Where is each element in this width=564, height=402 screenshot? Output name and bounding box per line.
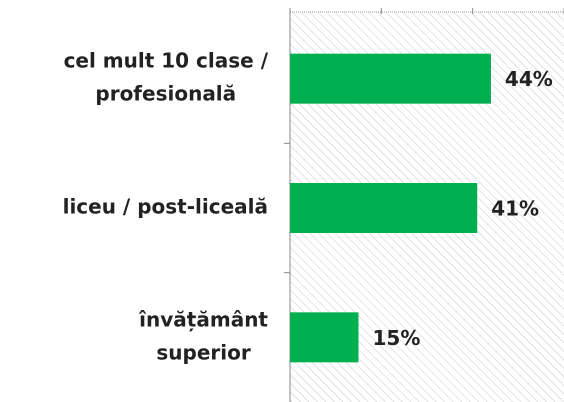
bar: [290, 183, 478, 233]
value-label: 15%: [373, 326, 421, 350]
bar: [290, 53, 491, 104]
value-label: 41%: [491, 197, 539, 221]
category-label: învățământ: [138, 307, 268, 331]
category-label: liceu / post-liceală: [63, 195, 268, 219]
value-label: 44%: [505, 67, 553, 91]
category-label: cel mult 10 clase /: [64, 49, 269, 73]
category-label: superior: [156, 340, 250, 364]
bar: [290, 312, 359, 363]
category-label: profesională: [95, 82, 236, 106]
